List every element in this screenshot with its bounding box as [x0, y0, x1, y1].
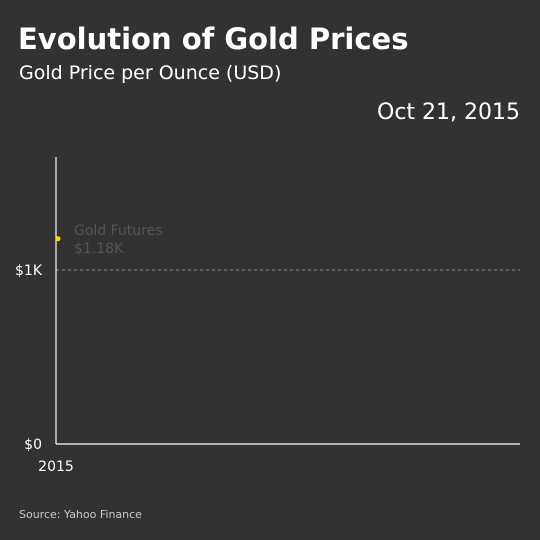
series-marks: Gold Futures $1.18K	[55, 223, 163, 257]
series-value-label: $1.18K	[74, 241, 124, 257]
data-point	[55, 236, 61, 242]
series-name-label: Gold Futures	[74, 223, 163, 239]
axis-ticks: $0 $1K 2015	[15, 263, 74, 475]
source-note: Source: Yahoo Finance	[19, 508, 142, 521]
chart-subtitle: Gold Price per Ounce (USD)	[19, 62, 282, 84]
current-date-label: Oct 21, 2015	[377, 100, 520, 125]
y-tick-label: $0	[24, 437, 42, 453]
x-tick-label: 2015	[38, 459, 74, 475]
chart-title: Evolution of Gold Prices	[18, 22, 409, 56]
y-tick-label: $1K	[15, 263, 43, 279]
